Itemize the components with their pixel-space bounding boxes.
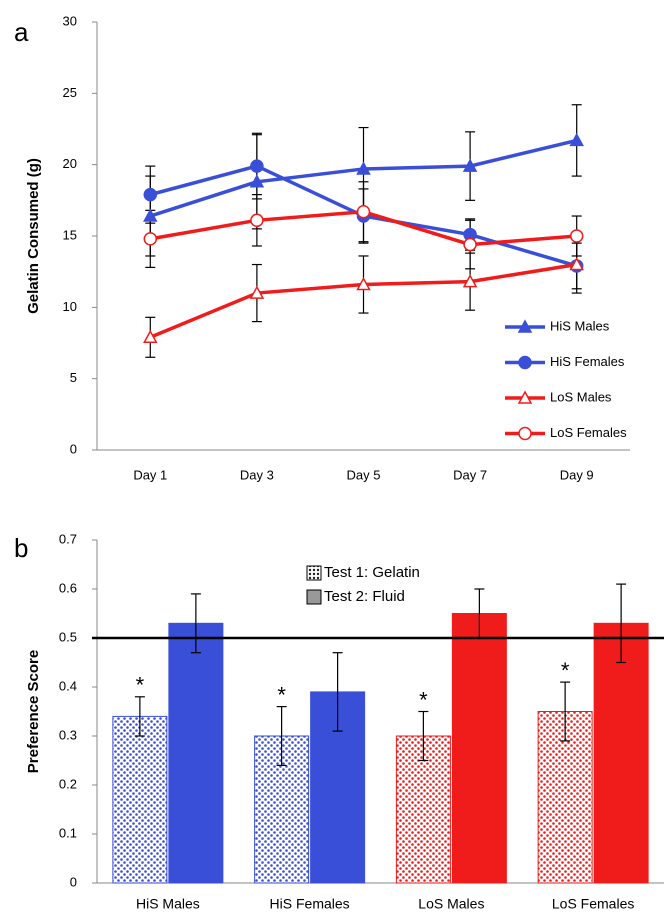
significance-mark: *	[277, 682, 286, 707]
x-tick-label: Day 3	[240, 467, 274, 482]
bar	[593, 622, 649, 884]
x-tick-label: Day 1	[133, 467, 167, 482]
marker	[356, 276, 371, 291]
y-tick-label: 0	[70, 874, 77, 889]
y-axis-title: Preference Score	[25, 650, 42, 773]
marker	[462, 158, 478, 172]
panel-label: a	[14, 17, 29, 47]
x-tick-label: LoS Females	[552, 896, 634, 912]
y-tick-label: 0.3	[59, 727, 77, 742]
marker	[463, 237, 477, 252]
error-bar	[418, 710, 429, 762]
marker	[569, 256, 584, 271]
error-bar	[560, 681, 571, 742]
marker	[462, 274, 478, 288]
significance-mark: *	[419, 687, 428, 712]
marker	[356, 161, 371, 175]
marker	[143, 232, 158, 246]
y-tick-label: 20	[63, 156, 77, 171]
error-bar	[190, 593, 201, 654]
marker	[356, 204, 371, 219]
y-tick-label: 30	[63, 13, 77, 28]
x-tick-label: Day 9	[560, 467, 594, 482]
significance-mark: *	[561, 658, 570, 683]
bar	[112, 715, 168, 884]
error-bar	[332, 652, 343, 732]
error-bar	[276, 705, 287, 767]
error-bar	[616, 583, 627, 664]
legend-marker	[518, 426, 532, 441]
marker	[569, 132, 584, 147]
y-tick-label: 25	[63, 85, 77, 100]
y-tick-label: 15	[63, 227, 77, 242]
legend-label: HiS Females	[550, 354, 625, 369]
x-tick-label: Day 7	[453, 467, 487, 482]
legend-label: LoS Females	[550, 425, 627, 440]
legend-marker	[518, 355, 532, 370]
y-tick-label: 0.5	[59, 629, 77, 644]
marker	[250, 213, 264, 228]
x-tick-label: HiS Males	[136, 896, 200, 912]
legend-label: Test 2: Fluid	[324, 588, 405, 605]
y-tick-label: 0.6	[59, 580, 77, 595]
error-bar	[134, 696, 145, 737]
panel-label: b	[14, 533, 28, 563]
y-tick-label: 0.7	[59, 531, 77, 546]
marker	[249, 174, 265, 188]
significance-mark: *	[136, 673, 145, 698]
y-tick-label: 0.1	[59, 825, 77, 840]
legend-label: LoS Males	[550, 389, 612, 404]
legend-marker	[517, 390, 533, 404]
legend-label: HiS Males	[550, 318, 610, 333]
marker	[143, 187, 158, 202]
x-tick-label: LoS Males	[418, 896, 484, 912]
legend-swatch	[306, 589, 322, 605]
marker	[569, 229, 584, 243]
y-tick-label: 5	[70, 370, 77, 385]
x-tick-label: Day 5	[347, 467, 381, 482]
marker	[143, 208, 158, 222]
y-tick-label: 0	[70, 441, 77, 456]
marker	[249, 285, 265, 299]
y-axis-title: Gelatin Consumed (g)	[25, 158, 42, 314]
x-tick-label: HiS Females	[270, 896, 350, 912]
bar	[168, 622, 224, 884]
y-tick-label: 10	[63, 299, 77, 314]
marker	[143, 329, 158, 344]
marker	[250, 159, 264, 173]
legend-marker	[517, 319, 533, 333]
y-tick-label: 0.4	[59, 678, 77, 693]
bar	[451, 613, 507, 884]
legend-label: Test 1: Gelatin	[324, 564, 420, 581]
y-tick-label: 0.2	[59, 776, 77, 791]
legend-swatch	[306, 565, 322, 581]
